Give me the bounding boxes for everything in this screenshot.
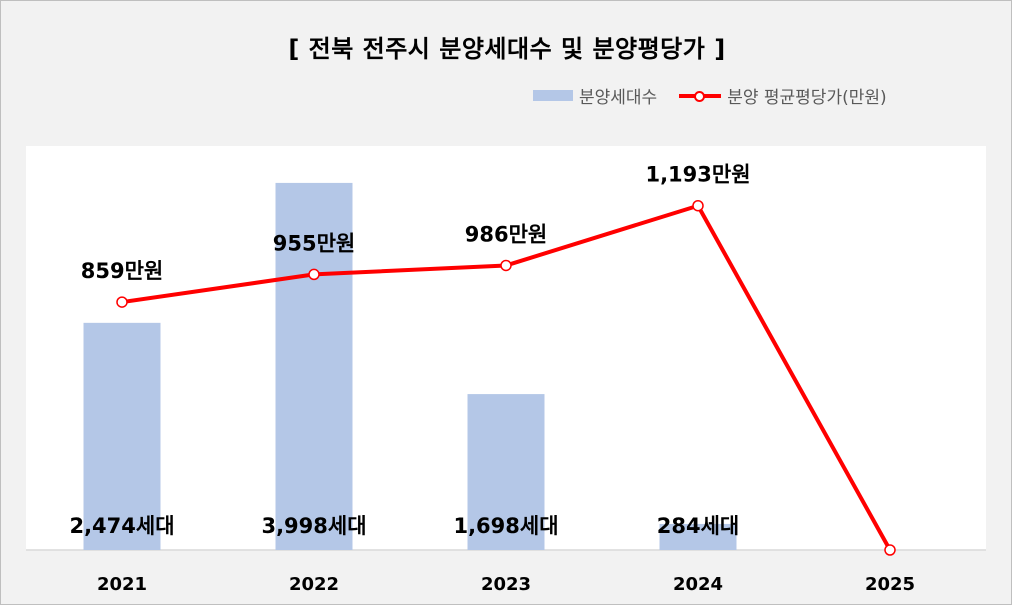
bar-label-2022: 3,998세대 xyxy=(261,514,366,538)
legend-bar-swatch xyxy=(533,90,573,101)
price-marker-2023 xyxy=(500,259,512,272)
x-tick-2023: 2023 xyxy=(481,574,531,595)
x-tick-2024: 2024 xyxy=(673,574,723,595)
bar-label-2024: 284세대 xyxy=(657,514,739,538)
price-label-2022: 955만원 xyxy=(273,231,355,255)
legend-label-households: 분양세대수 xyxy=(579,88,658,108)
price-label-2021: 859만원 xyxy=(81,259,163,283)
legend-line-swatch xyxy=(679,90,722,102)
price-marker-2024 xyxy=(692,199,704,212)
price-marker-2021 xyxy=(116,296,128,308)
legend-label-price: 분양 평균평당가(만원) xyxy=(727,88,887,108)
legend: 분양세대수 분양 평균평당가(만원) xyxy=(533,83,909,108)
bar-2021 xyxy=(83,322,161,550)
price-marker-2025 xyxy=(884,544,896,556)
price-marker-2022 xyxy=(308,268,320,281)
bar-2022 xyxy=(275,182,353,551)
legend-item-price: 분양 평균평당가(만원) xyxy=(679,83,887,108)
bar-2024 xyxy=(659,523,737,550)
x-tick-2021: 2021 xyxy=(97,574,147,595)
bar-2023 xyxy=(467,394,545,550)
chart-title: [ 전북 전주시 분양세대수 및 분양평당가 ] xyxy=(288,35,726,63)
x-tick-2025: 2025 xyxy=(865,574,915,595)
price-label-2023: 986만원 xyxy=(465,222,547,246)
price-label-2024: 1,193만원 xyxy=(645,163,750,187)
x-tick-2022: 2022 xyxy=(289,574,339,595)
bar-label-2023: 1,698세대 xyxy=(453,514,558,538)
bar-label-2021: 2,474세대 xyxy=(69,514,174,538)
legend-item-households: 분양세대수 xyxy=(533,83,657,108)
